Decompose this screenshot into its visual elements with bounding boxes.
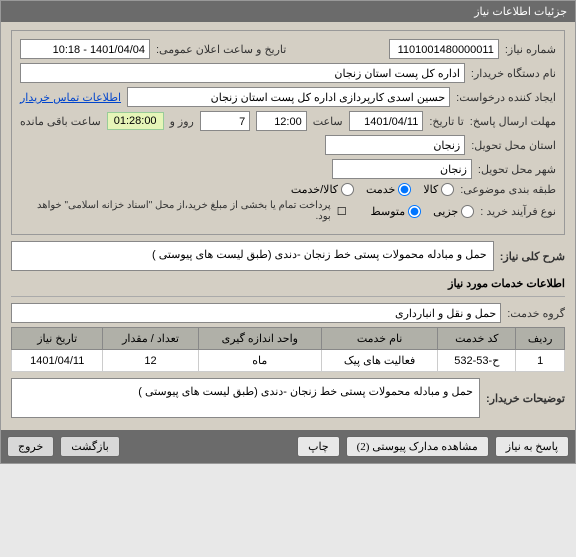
deadline-time: 12:00 — [256, 111, 306, 131]
contact-link[interactable]: اطلاعات تماس خریدار — [20, 91, 121, 104]
until-label: تا تاریخ: — [429, 115, 463, 128]
table-header-row: ردیف کد خدمت نام خدمت واحد اندازه گیری ت… — [12, 328, 565, 350]
header-section: شماره نیاز: 1101001480000011 تاریخ و ساع… — [11, 30, 565, 235]
buyer-notes-text: حمل و مبادله محمولات پستی خط زنجان -دندی… — [11, 378, 480, 418]
creator-field: حسین اسدی کارپردازی اداره کل پست استان ز… — [127, 87, 450, 107]
col-name: نام خدمت — [321, 328, 437, 350]
time-label: ساعت — [313, 115, 343, 128]
exit-button[interactable]: خروج — [7, 436, 54, 457]
city-field: زنجان — [332, 159, 472, 179]
buyer-field: اداره کل پست استان زنجان — [20, 63, 465, 83]
back-button[interactable]: بازگشت — [60, 436, 120, 457]
window-title: جزئیات اطلاعات نیاز — [1, 1, 575, 22]
desc-text: حمل و مبادله محمولات پستی خط زنجان -دندی… — [11, 241, 494, 271]
services-heading: اطلاعات خدمات مورد نیاز — [11, 277, 565, 290]
purchase-type-group: جزیی متوسط — [371, 205, 475, 218]
pt-medium-label: متوسط — [371, 205, 406, 218]
remaining-label: ساعت باقی مانده — [20, 115, 101, 128]
pay-note: پرداخت تمام یا بخشی از مبلغ خرید،از محل … — [20, 200, 331, 222]
content-area: شماره نیاز: 1101001480000011 تاریخ و ساع… — [1, 22, 575, 430]
cat-goods-radio[interactable] — [441, 183, 454, 196]
category-label: طبقه بندی موضوعی: — [460, 183, 556, 196]
need-no-label: شماره نیاز: — [505, 43, 556, 56]
cell-date: 1401/04/11 — [12, 350, 103, 372]
pay-checkbox[interactable]: ☐ — [337, 205, 347, 218]
province-label: استان محل تحویل: — [471, 139, 556, 152]
respond-button[interactable]: پاسخ به نیاز — [495, 436, 569, 457]
col-qty: تعداد / مقدار — [103, 328, 198, 350]
announce-label: تاریخ و ساعت اعلان عمومی: — [156, 43, 286, 56]
button-bar: پاسخ به نیاز مشاهده مدارک پیوستی (2) چاپ… — [1, 430, 575, 463]
cell-name: فعالیت های پیک — [321, 350, 437, 372]
pt-small-radio[interactable] — [461, 205, 474, 218]
creator-label: ایجاد کننده درخواست: — [456, 91, 556, 104]
days-field: 7 — [200, 111, 250, 131]
days-label: روز و — [170, 115, 194, 128]
city-label: شهر محل تحویل: — [478, 163, 556, 176]
cell-n: 1 — [516, 350, 565, 372]
col-date: تاریخ نیاز — [12, 328, 103, 350]
col-code: کد خدمت — [438, 328, 516, 350]
buyer-notes-label: توضیحات خریدار: — [486, 392, 565, 405]
purchase-type-label: نوع فرآیند خرید : — [480, 205, 556, 218]
buyer-label: نام دستگاه خریدار: — [471, 67, 556, 80]
attachments-button[interactable]: مشاهده مدارک پیوستی (2) — [346, 436, 489, 457]
cat-both-radio[interactable] — [341, 183, 354, 196]
cell-code: ح-53-532 — [438, 350, 516, 372]
desc-label: شرح کلی نیاز: — [500, 250, 565, 263]
cat-service-label: خدمت — [366, 183, 395, 196]
cat-service-radio[interactable] — [398, 183, 411, 196]
table-row: 1 ح-53-532 فعالیت های پیک ماه 12 1401/04… — [12, 350, 565, 372]
cell-qty: 12 — [103, 350, 198, 372]
announce-field: 1401/04/04 - 10:18 — [20, 39, 150, 59]
window: جزئیات اطلاعات نیاز شماره نیاز: 11010014… — [0, 0, 576, 464]
category-radio-group: کالا خدمت کالا/خدمت — [291, 183, 454, 196]
pt-medium-radio[interactable] — [408, 205, 421, 218]
deadline-label: مهلت ارسال پاسخ: — [470, 115, 556, 128]
group-label: گروه خدمت: — [507, 307, 565, 320]
cell-unit: ماه — [198, 350, 321, 372]
group-field: حمل و نقل و انبارداری — [11, 303, 501, 323]
col-row: ردیف — [516, 328, 565, 350]
services-table: ردیف کد خدمت نام خدمت واحد اندازه گیری ت… — [11, 327, 565, 372]
need-no-field: 1101001480000011 — [389, 39, 499, 59]
pt-small-label: جزیی — [433, 205, 458, 218]
cat-both-label: کالا/خدمت — [291, 183, 338, 196]
col-unit: واحد اندازه گیری — [198, 328, 321, 350]
print-button[interactable]: چاپ — [297, 436, 340, 457]
remaining-time: 01:28:00 — [107, 112, 164, 130]
separator — [11, 296, 565, 297]
province-field: زنجان — [325, 135, 465, 155]
deadline-date: 1401/04/11 — [349, 111, 424, 131]
cat-goods-label: کالا — [423, 183, 438, 196]
